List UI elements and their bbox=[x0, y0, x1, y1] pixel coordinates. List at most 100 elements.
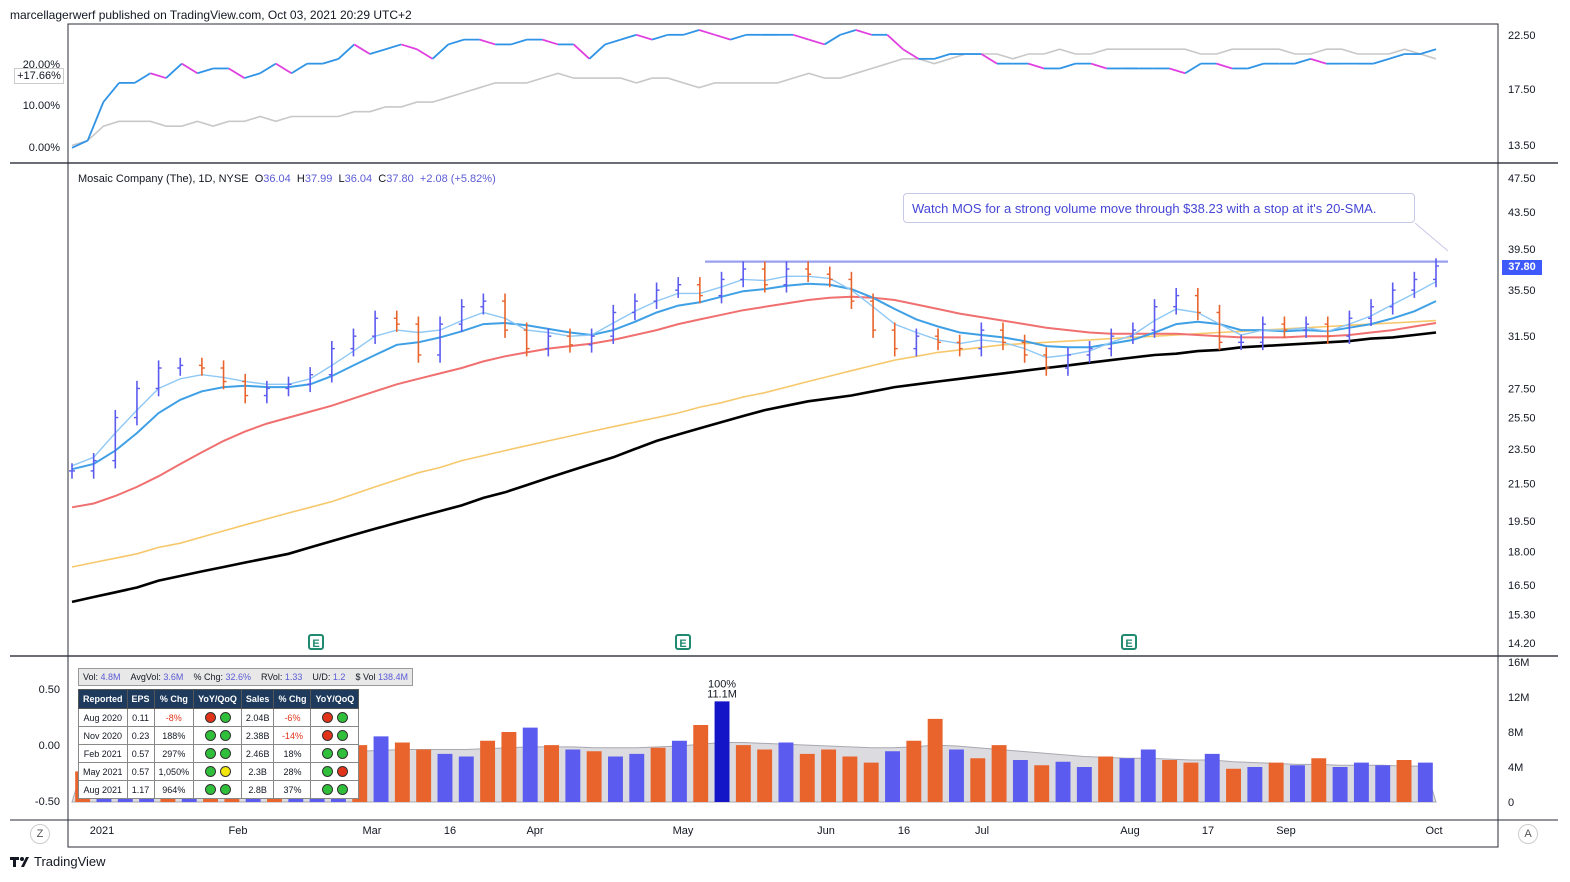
sma10-line bbox=[71, 275, 1437, 467]
eps-cell: 0.57 bbox=[126, 762, 155, 781]
header-eps: EPS bbox=[126, 689, 155, 709]
brand-name: TradingView bbox=[34, 854, 106, 869]
rs-line-segment bbox=[573, 43, 590, 60]
zoom-reset-button[interactable]: Z bbox=[30, 824, 50, 844]
time-tick-label: 2021 bbox=[90, 825, 114, 837]
time-tick-label: Jul bbox=[975, 825, 989, 837]
rs-line-segment bbox=[244, 72, 261, 79]
low-value: 36.04 bbox=[344, 173, 373, 185]
header-eps-yoy: YoY/QoQ bbox=[193, 689, 242, 709]
sales-cell: 2.8B bbox=[240, 780, 275, 799]
rs-line-segment bbox=[651, 33, 669, 41]
volume-right-tick-label: 12M bbox=[1508, 692, 1529, 704]
eps-cell: 1.17 bbox=[126, 780, 155, 799]
vol-value: 4.8M bbox=[100, 672, 121, 682]
rs-right-tick-label: 22.50 bbox=[1508, 30, 1536, 42]
earnings-marker-icon[interactable]: E bbox=[308, 634, 324, 650]
status-dot-icon bbox=[336, 748, 348, 760]
vol-label: Vol: bbox=[83, 672, 99, 682]
sales-cell: 2.3B bbox=[240, 762, 275, 781]
price-tick-label: 16.50 bbox=[1508, 580, 1536, 592]
time-tick-label: May bbox=[673, 825, 694, 837]
rs-line-segment bbox=[604, 38, 621, 46]
close-value: 37.80 bbox=[386, 173, 414, 185]
volume-right-tick-label: 8M bbox=[1508, 727, 1523, 739]
earnings-marker-icon[interactable]: E bbox=[1121, 634, 1137, 650]
eps-chg-cell: 188% bbox=[153, 726, 195, 745]
price-tick-label: 21.50 bbox=[1508, 478, 1536, 490]
volume-bar bbox=[1119, 758, 1135, 802]
rs-line-segment bbox=[1028, 62, 1045, 70]
rs-line-segment bbox=[353, 43, 371, 55]
last-price-tag: 37.80 bbox=[1502, 260, 1542, 275]
sma20-line bbox=[71, 282, 1437, 471]
ud-label: U/D: bbox=[312, 672, 331, 682]
reported-cell: Aug 2021 bbox=[78, 780, 128, 799]
volume-bar bbox=[416, 749, 432, 802]
volume-stats-bar: Vol: 4.8M AvgVol: 3.6M % Chg: 32.6% RVol… bbox=[78, 668, 414, 686]
volume-left-tick-label: 0.00 bbox=[39, 740, 60, 752]
sma50-line bbox=[71, 295, 1437, 509]
price-tick-label: 39.50 bbox=[1508, 244, 1536, 256]
volume-bar bbox=[1098, 756, 1114, 802]
status-dot-icon bbox=[321, 784, 333, 796]
status-dot-icon bbox=[219, 766, 231, 778]
rs-right-tick-label: 17.50 bbox=[1508, 84, 1536, 96]
rs-line-segment bbox=[620, 33, 637, 41]
volume-bar bbox=[522, 727, 538, 802]
status-dot-icon bbox=[204, 730, 216, 742]
rs-line-segment bbox=[197, 67, 214, 75]
sales-cell: 2.38B bbox=[240, 726, 275, 745]
volume-bar bbox=[1140, 749, 1156, 802]
status-dot-icon bbox=[336, 784, 348, 796]
sales-cell: 2.04B bbox=[240, 708, 275, 727]
volume-bar bbox=[1012, 760, 1028, 802]
price-tick-label: 15.30 bbox=[1508, 609, 1536, 621]
rvol-label: RVol: bbox=[261, 672, 283, 682]
rs-line-segment bbox=[902, 48, 920, 60]
sales-dots bbox=[310, 726, 360, 745]
tradingview-logo[interactable]: TradingView bbox=[10, 854, 106, 869]
peak-volume-pct: 100% bbox=[708, 678, 736, 690]
eps-chg-cell: 297% bbox=[153, 744, 195, 763]
high-value: 37.99 bbox=[304, 173, 333, 185]
sales-dots bbox=[310, 780, 360, 799]
rs-line-segment bbox=[886, 34, 904, 50]
volume-bar bbox=[885, 751, 900, 802]
time-tick-label: Aug bbox=[1120, 825, 1140, 837]
volume-bar bbox=[608, 756, 623, 802]
volume-bar bbox=[757, 749, 773, 802]
status-dot-icon bbox=[219, 730, 231, 742]
eps-dots bbox=[193, 744, 242, 763]
sales-dots bbox=[310, 762, 360, 781]
status-dot-icon bbox=[204, 748, 216, 760]
rs-line-segment bbox=[792, 33, 810, 41]
volume-bar bbox=[778, 742, 794, 802]
volume-bar bbox=[1311, 758, 1327, 802]
volume-bar bbox=[373, 736, 389, 802]
status-dot-icon bbox=[204, 712, 216, 724]
rs-line-segment bbox=[337, 43, 355, 60]
volume-bar bbox=[1055, 761, 1071, 802]
trade-note-callout[interactable]: Watch MOS for a strong volume move throu… bbox=[903, 193, 1415, 223]
rs-line-segment bbox=[385, 43, 402, 51]
time-tick-label: 16 bbox=[444, 825, 456, 837]
status-dot-icon bbox=[321, 748, 333, 760]
auto-scale-button[interactable]: A bbox=[1518, 824, 1538, 844]
volume-bar bbox=[1034, 765, 1050, 802]
volume-bar bbox=[629, 753, 645, 802]
volume-bar bbox=[1332, 767, 1348, 802]
rs-line-segment bbox=[542, 38, 559, 46]
peak-volume-value: 11.1M bbox=[707, 688, 737, 700]
eps-chg-cell: 1,050% bbox=[153, 762, 195, 781]
earnings-marker-icon[interactable]: E bbox=[675, 634, 691, 650]
eps-dots bbox=[193, 708, 242, 727]
volume-bar bbox=[1247, 767, 1263, 802]
reported-cell: Nov 2020 bbox=[78, 726, 128, 745]
rs-line-segment bbox=[1184, 62, 1202, 75]
open-value: 36.04 bbox=[263, 173, 291, 185]
rs-line-segment bbox=[698, 29, 716, 36]
rs-line-segment bbox=[1169, 67, 1186, 75]
sales-chg-cell: 18% bbox=[273, 744, 312, 763]
